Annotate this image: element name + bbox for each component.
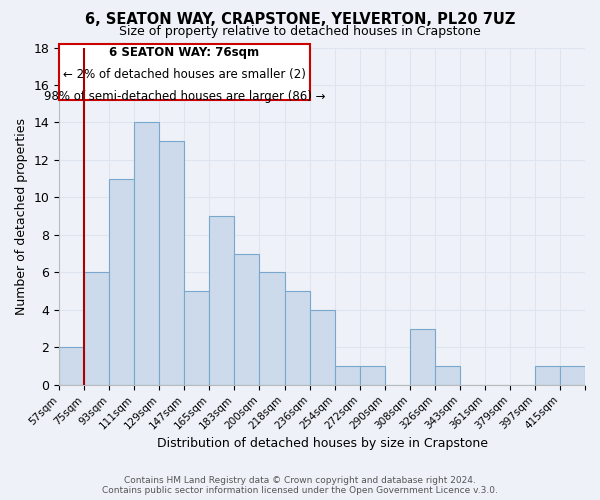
X-axis label: Distribution of detached houses by size in Crapstone: Distribution of detached houses by size …	[157, 437, 488, 450]
Bar	[235, 254, 259, 385]
Bar	[435, 366, 460, 385]
FancyBboxPatch shape	[59, 44, 310, 100]
Bar	[359, 366, 385, 385]
Bar	[335, 366, 359, 385]
Text: Size of property relative to detached houses in Crapstone: Size of property relative to detached ho…	[119, 25, 481, 38]
Text: ← 2% of detached houses are smaller (2): ← 2% of detached houses are smaller (2)	[63, 68, 306, 82]
Text: 6 SEATON WAY: 76sqm: 6 SEATON WAY: 76sqm	[109, 46, 259, 60]
Bar	[410, 328, 435, 385]
Bar	[259, 272, 284, 385]
Bar	[160, 141, 184, 385]
Bar	[109, 178, 134, 385]
Bar	[535, 366, 560, 385]
Text: 98% of semi-detached houses are larger (86) →: 98% of semi-detached houses are larger (…	[44, 90, 325, 104]
Bar	[134, 122, 160, 385]
Bar	[209, 216, 235, 385]
Bar	[184, 291, 209, 385]
Bar	[310, 310, 335, 385]
Bar	[284, 291, 310, 385]
Bar	[560, 366, 585, 385]
Text: Contains HM Land Registry data © Crown copyright and database right 2024.
Contai: Contains HM Land Registry data © Crown c…	[102, 476, 498, 495]
Y-axis label: Number of detached properties: Number of detached properties	[15, 118, 28, 314]
Bar	[59, 348, 84, 385]
Bar	[84, 272, 109, 385]
Text: 6, SEATON WAY, CRAPSTONE, YELVERTON, PL20 7UZ: 6, SEATON WAY, CRAPSTONE, YELVERTON, PL2…	[85, 12, 515, 28]
